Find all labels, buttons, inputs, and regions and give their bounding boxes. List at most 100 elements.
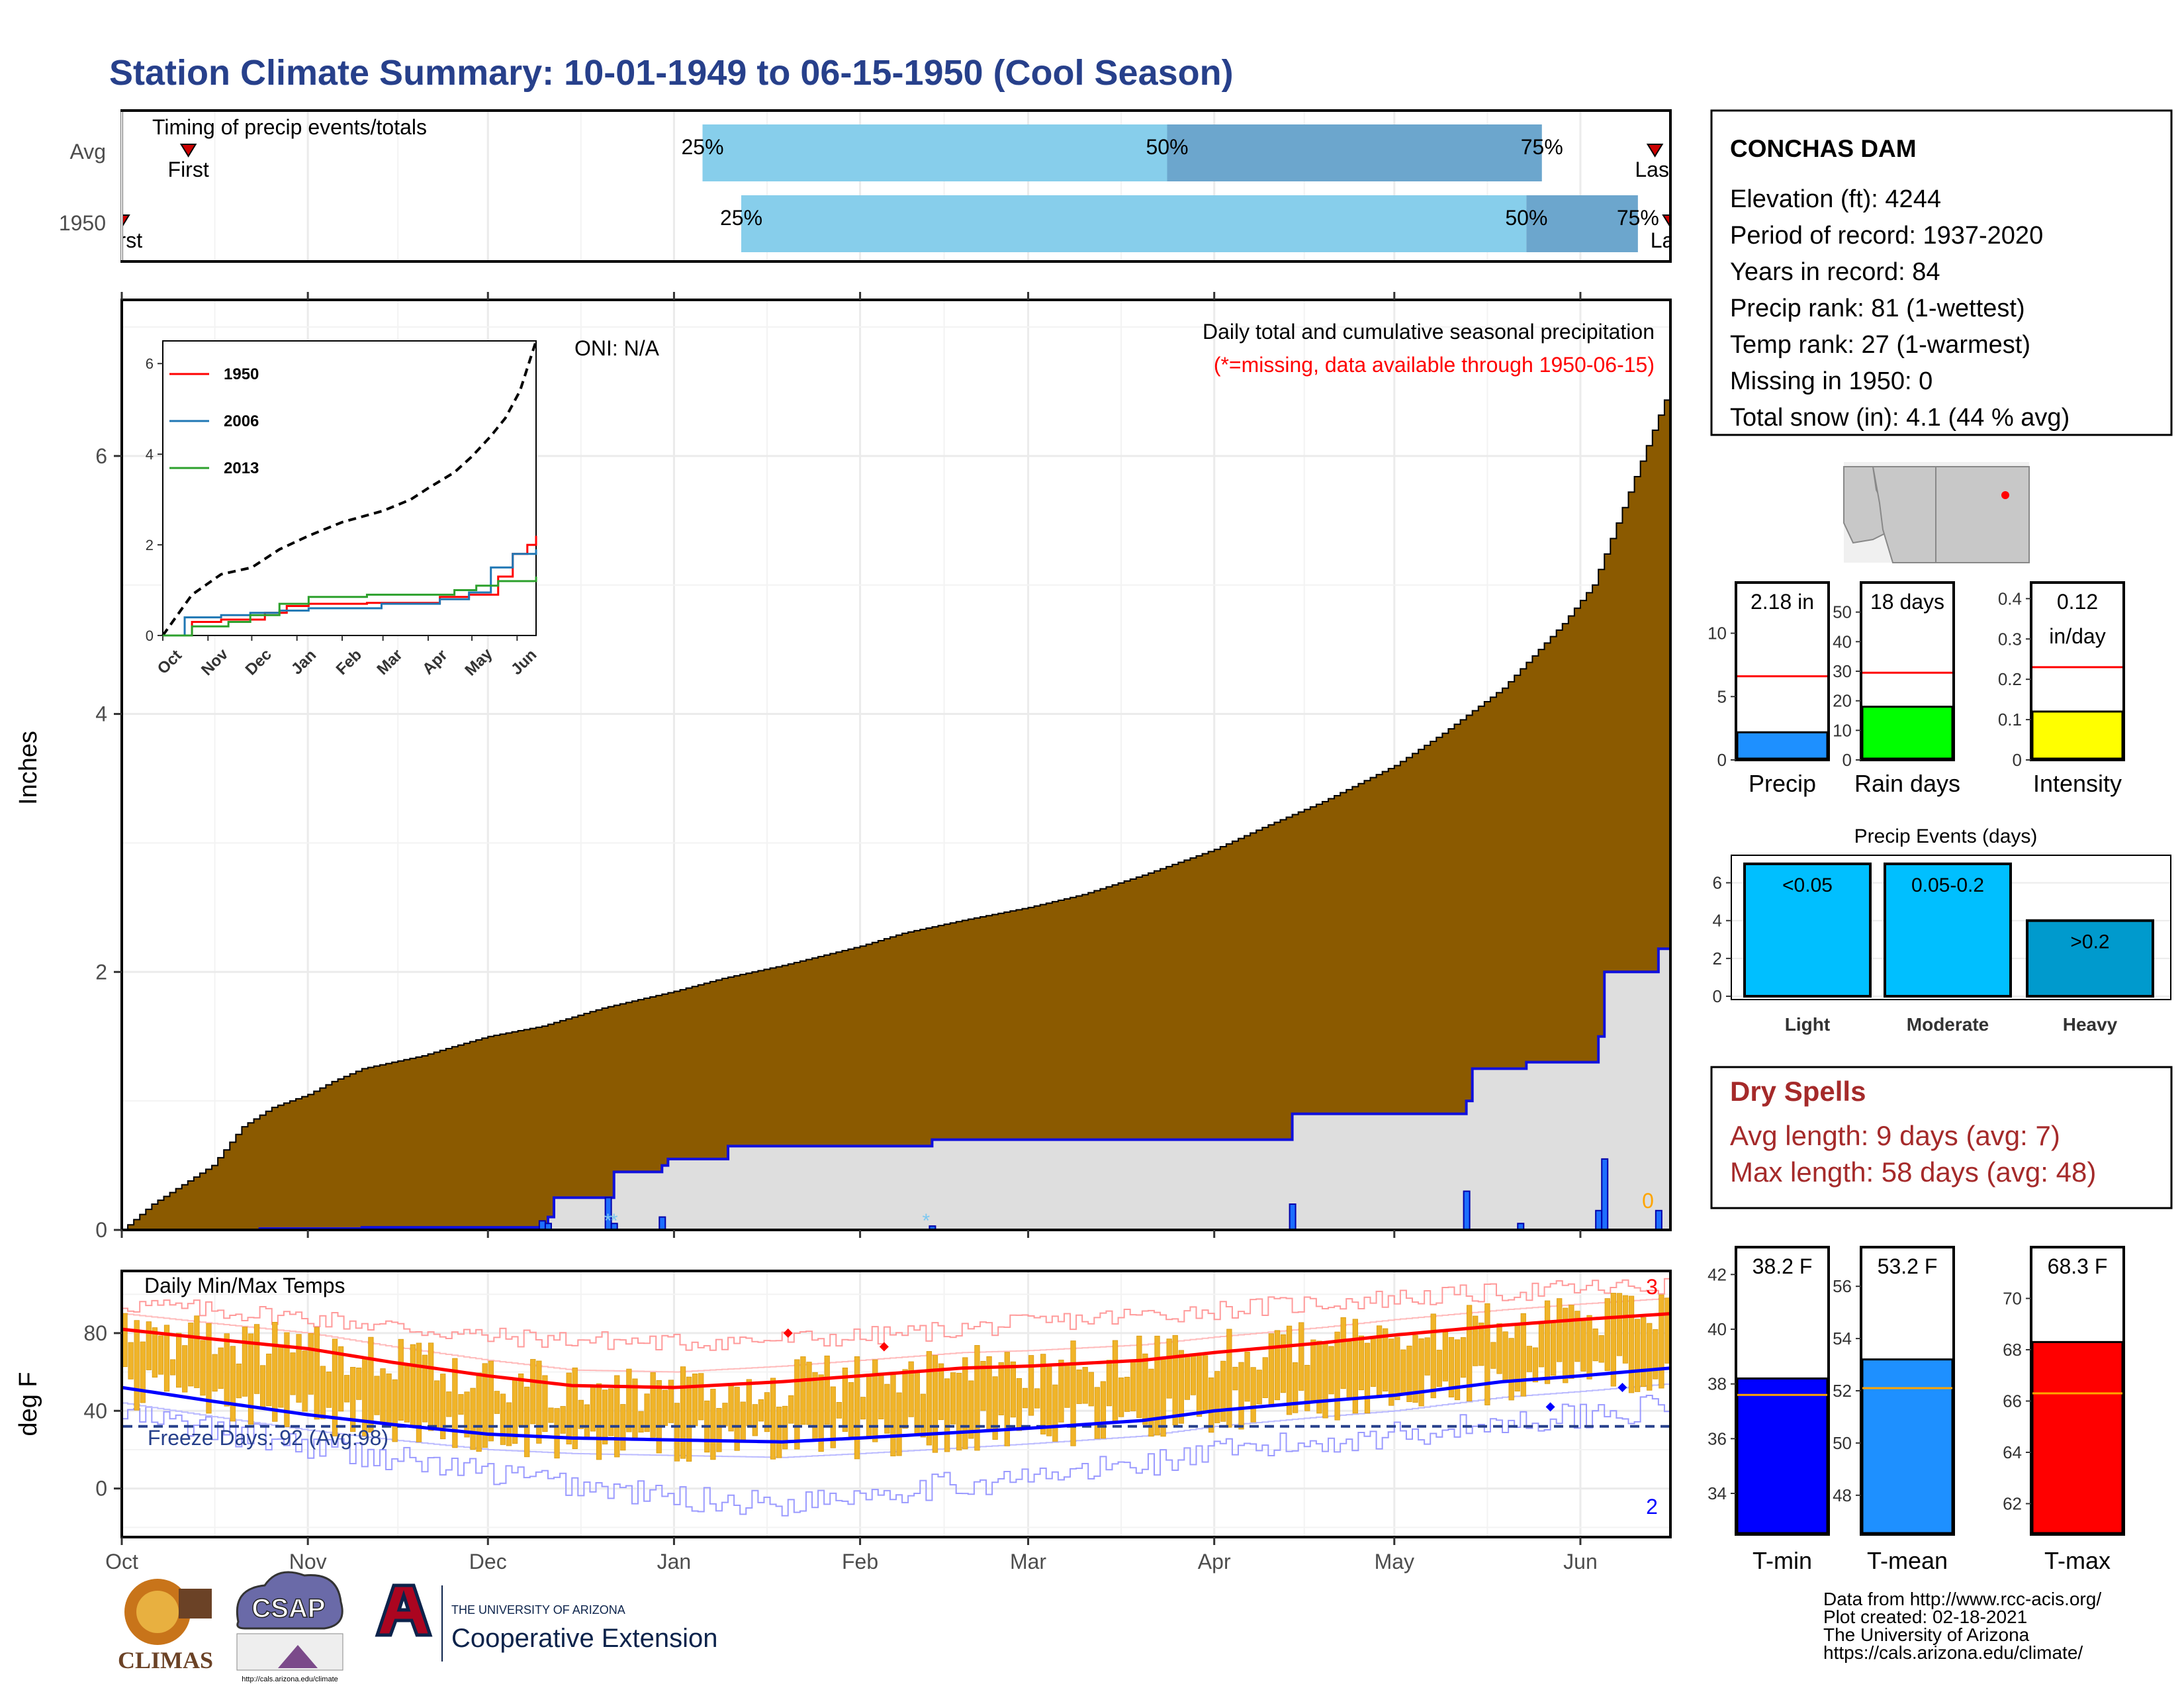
daily-precip-bar <box>659 1216 666 1231</box>
precip-frame <box>120 299 1672 1231</box>
credit-line-university: The University of Arizona <box>1823 1624 2030 1645</box>
daily-temp-bar <box>188 1323 194 1387</box>
timing-row-1950-label: 1950 <box>59 211 106 235</box>
daily-temp-bar <box>1508 1338 1514 1401</box>
summary-y-tick-label: 0.3 <box>1998 629 2022 649</box>
daily-temp-bar <box>866 1374 872 1440</box>
daily-temp-bar <box>1352 1319 1358 1414</box>
timing-q25-label: 25% <box>681 135 723 159</box>
daily-temp-bar <box>1454 1339 1461 1401</box>
daily-temp-bar <box>242 1327 248 1397</box>
summary-value-label: 0.12 <box>2057 590 2098 614</box>
timing-bars: 25% 50% 75% First Last 25% 50% 75% First Last <box>123 124 1691 252</box>
last-event-label: Last <box>1651 228 1691 252</box>
missing-data-marker: * <box>923 1210 931 1232</box>
daily-temp-bar <box>836 1402 842 1419</box>
precip-summary-panels: 0 5 10 2.18 in Precip 0 10 20 30 40 50 18 days Rain … <box>1707 581 2125 797</box>
summary-panel-label: Precip <box>1749 770 1816 797</box>
daily-temp-bar <box>1142 1353 1148 1425</box>
daily-temp-bar <box>566 1372 572 1444</box>
daily-temp-bar <box>1202 1355 1208 1413</box>
daily-temp-bar <box>644 1393 650 1432</box>
temp-chart-title: Daily Min/Max Temps <box>144 1274 345 1297</box>
daily-temp-bar <box>1526 1346 1532 1372</box>
daily-temp-bar <box>158 1335 164 1375</box>
daily-temp-bar <box>1244 1351 1250 1402</box>
daily-temp-bar <box>1490 1342 1496 1369</box>
daily-temp-bar <box>650 1372 656 1438</box>
events-y-tick-label: 2 <box>1713 949 1722 968</box>
summary-panel-label: T-mean <box>1867 1547 1948 1574</box>
daily-temp-bar <box>620 1404 626 1451</box>
event-bin-label: 0.05-0.2 <box>1911 874 1984 896</box>
observed-cumulative-precip-line <box>122 947 1670 1231</box>
temp-y-axis-label: deg F <box>15 1372 42 1436</box>
daily-temp-bar <box>1563 1307 1569 1383</box>
daily-temp-bar <box>578 1399 584 1429</box>
daily-temp-bar <box>410 1344 416 1428</box>
summary-value-label: 38.2 F <box>1752 1254 1813 1278</box>
daily-temp-bar <box>1340 1317 1346 1389</box>
ua-big-text: Cooperative Extension <box>451 1624 717 1653</box>
precip-y-tick-label: 6 <box>95 444 107 468</box>
month-tick-label: Oct <box>105 1550 138 1573</box>
ua-small-text: THE UNIVERSITY OF ARIZONA <box>451 1603 625 1617</box>
daily-temp-bar <box>326 1371 332 1408</box>
station-snow: Total snow (in): 4.1 (44 % avg) <box>1730 404 2070 432</box>
daily-temp-bar <box>152 1327 158 1378</box>
credit-line-date: Plot created: 02-18-2021 <box>1823 1607 2027 1627</box>
month-tick-label: Jun <box>1563 1550 1598 1573</box>
daily-temp-bar <box>272 1321 278 1422</box>
missing-data-marker: * <box>604 1210 612 1232</box>
summary-y-tick-label: 0.4 <box>1998 588 2022 608</box>
csap-url: http://cals.arizona.edu/climate <box>242 1675 338 1683</box>
summary-y-tick-label: 50 <box>1833 1433 1852 1453</box>
summary-y-tick-label: 10 <box>1707 624 1727 643</box>
daily-temp-bar <box>638 1411 644 1433</box>
temp-frame <box>120 1270 1672 1538</box>
ua-logo: THE UNIVERSITY OF ARIZONA Cooperative Ex… <box>375 1583 717 1662</box>
summary-y-tick-label: 54 <box>1833 1329 1852 1348</box>
event-bar <box>2026 919 2154 998</box>
daily-temp-bar <box>428 1342 434 1431</box>
daily-temp-bar <box>1551 1321 1557 1376</box>
record-low-marker-icon <box>1617 1383 1627 1393</box>
daily-temp-bar <box>1346 1341 1352 1398</box>
inset-frame <box>162 340 537 636</box>
daily-temp-bar <box>1262 1357 1268 1398</box>
daily-temp-bar <box>1178 1350 1184 1424</box>
daily-temp-bar <box>770 1378 776 1460</box>
daily-temp-bar <box>830 1386 836 1448</box>
daily-temp-bar <box>386 1373 392 1427</box>
daily-temp-bar <box>1076 1369 1082 1404</box>
avg-max-temp-line <box>121 1312 1671 1389</box>
oni-label: ONI: N/A <box>574 336 660 360</box>
csap-cloud-icon <box>236 1571 343 1630</box>
daily-temp-bar <box>890 1374 896 1456</box>
credit-line-url: https://cals.arizona.edu/climate/ <box>1823 1642 2083 1663</box>
daily-temp-bar <box>308 1333 314 1395</box>
daily-precip-bar <box>1655 1209 1662 1231</box>
daily-temp-bar <box>1383 1328 1388 1391</box>
daily-temp-bar <box>1659 1294 1664 1389</box>
daily-temp-bar <box>1634 1319 1641 1392</box>
daily-temp-bar <box>1448 1336 1455 1397</box>
daily-temp-bar <box>1586 1315 1592 1380</box>
daily-precip-bar <box>538 1220 546 1231</box>
daily-temp-bar <box>908 1361 914 1417</box>
month-x-axis: Oct Nov Dec Jan Feb Mar Apr May Jun <box>105 292 1598 1573</box>
daily-temp-bar <box>548 1407 554 1423</box>
temp-y-tick-label: 80 <box>83 1321 107 1345</box>
daily-temp-bar <box>596 1383 602 1460</box>
first-event-label: First <box>168 158 209 181</box>
avg-cumulative-precip-area <box>122 385 1671 1231</box>
daily-temp-bar <box>722 1403 728 1427</box>
daily-temp-bar <box>230 1346 236 1422</box>
daily-temp-bar <box>362 1358 368 1436</box>
inset-legend-label: 1950 <box>224 365 259 383</box>
summary-y-tick-label: 34 <box>1707 1483 1727 1503</box>
month-tick-label: May <box>1375 1550 1414 1573</box>
daily-temp-bar <box>1310 1339 1316 1401</box>
daily-temp-bar <box>602 1389 608 1444</box>
daily-temp-bar <box>1574 1311 1580 1362</box>
